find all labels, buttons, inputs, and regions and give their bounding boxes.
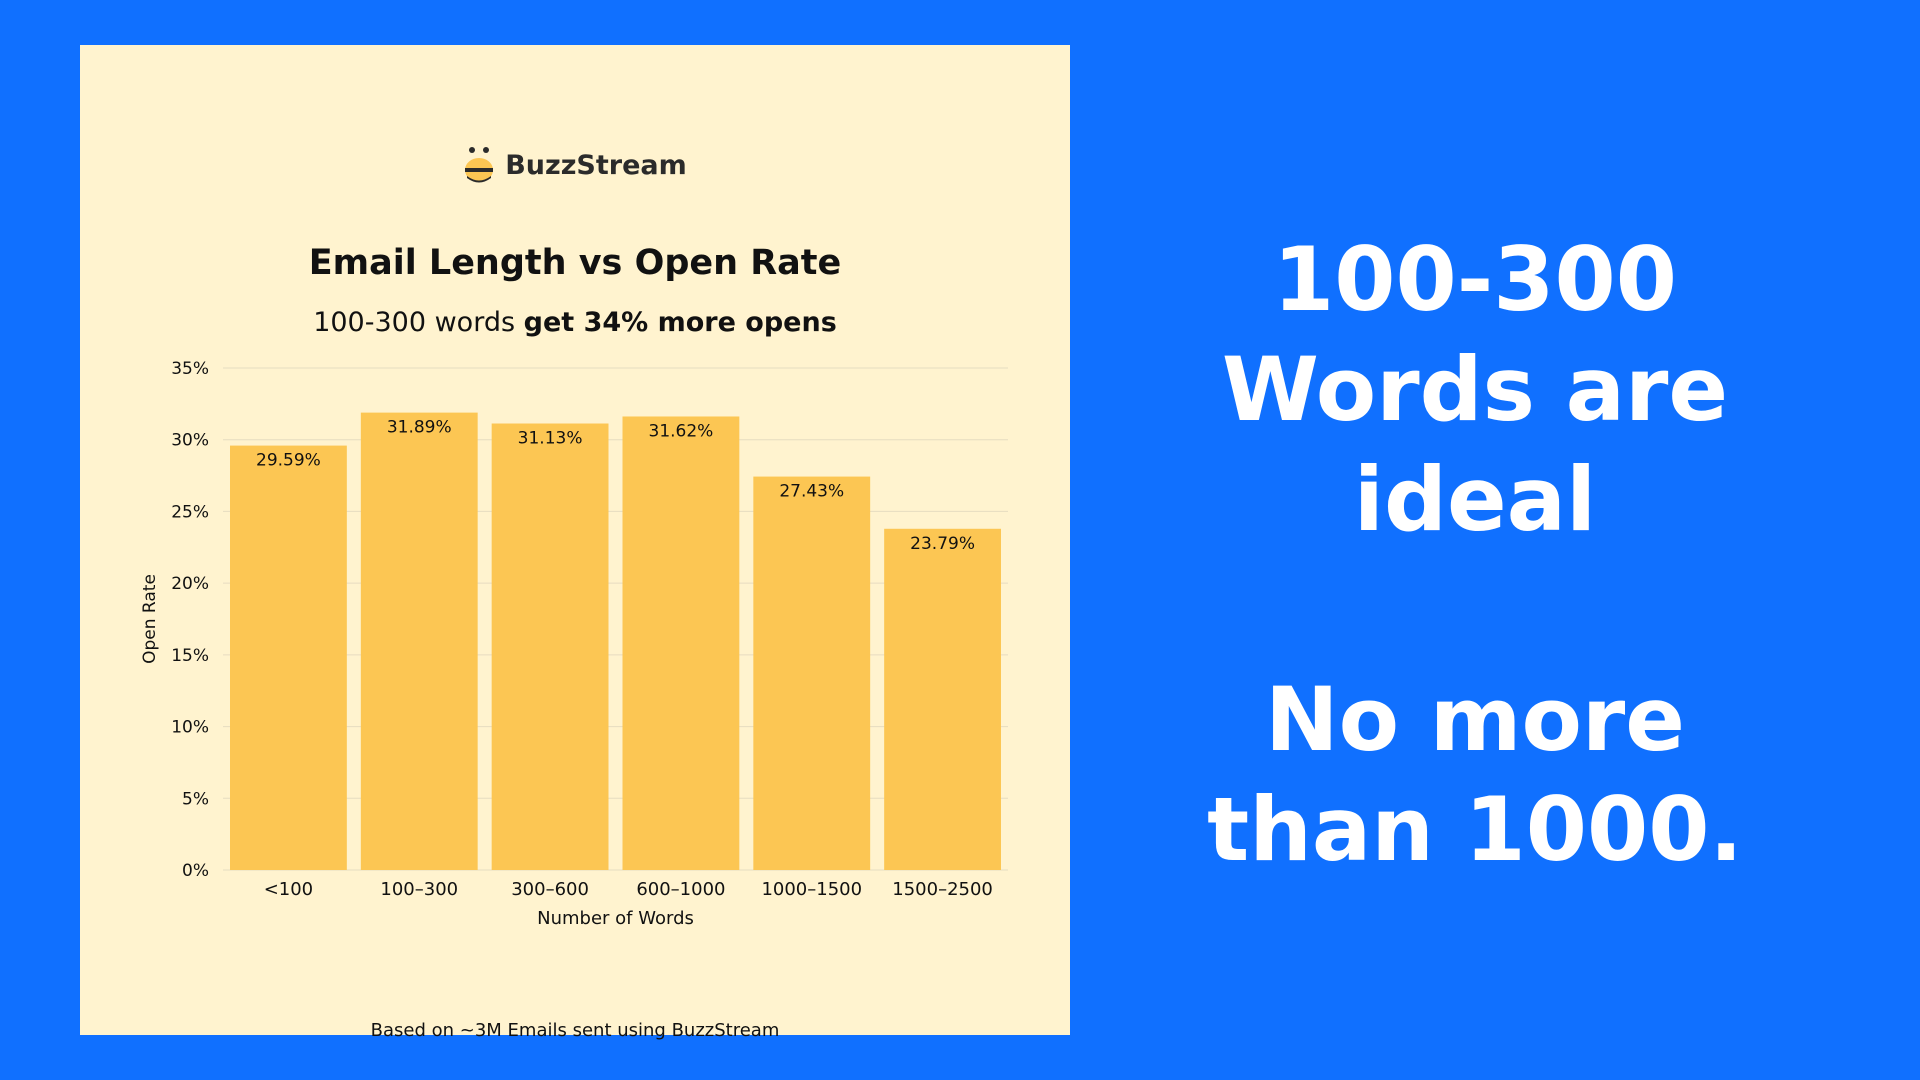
bar (884, 528, 1001, 870)
headline-line-2: Words are (1221, 338, 1729, 441)
x-tick-label: 600–1000 (636, 879, 725, 900)
brand-name: BuzzStream (505, 149, 687, 181)
headline-text: 100-300 Words are ideal No more than 100… (1160, 225, 1790, 885)
bar (491, 423, 609, 870)
y-tick-label: 35% (171, 359, 209, 379)
bar (753, 476, 871, 870)
y-tick-label: 0% (182, 861, 209, 881)
bar-data-label: 31.13% (518, 429, 583, 449)
x-tick-label: <100 (264, 879, 313, 900)
headline-line-3: ideal (1353, 448, 1597, 551)
y-tick-label: 30% (171, 431, 209, 451)
x-axis-label: Number of Words (537, 908, 694, 929)
x-tick-label: 100–300 (380, 879, 458, 900)
y-axis-label: Open Rate (140, 574, 160, 664)
bar-data-label: 31.89% (387, 418, 452, 438)
headline-line-1: 100-300 (1273, 228, 1677, 331)
y-tick-label: 20% (171, 574, 209, 594)
y-tick-label: 25% (171, 502, 209, 522)
bar (230, 445, 347, 870)
brand-logo: BuzzStream (80, 145, 1070, 185)
y-tick-label: 10% (171, 718, 209, 738)
chart-card: BuzzStream Email Length vs Open Rate 100… (80, 45, 1070, 1041)
x-tick-label: 1500–2500 (892, 879, 993, 900)
bee-logo-icon (465, 147, 494, 183)
x-tick-label: 1000–1500 (761, 879, 862, 900)
bar-data-label: 29.59% (256, 451, 321, 471)
headline-line-5: than 1000. (1207, 778, 1743, 881)
y-tick-label: 15% (171, 646, 209, 666)
bar-chart: 0% 5% 10% 15% 20% 25% 30% 35% 29.59% <100 31.89% 10… (140, 359, 1008, 929)
subtitle-plain: 100-300 words (313, 307, 516, 338)
headline-line-4: No more (1265, 668, 1685, 771)
y-tick-label: 5% (182, 789, 209, 809)
subtitle-bold: get 34% more opens (523, 307, 837, 338)
x-tick-label: 300–600 (511, 879, 589, 900)
bar-data-label: 31.62% (649, 421, 714, 441)
chart-title: Email Length vs Open Rate (308, 243, 842, 283)
bar-data-label: 23.79% (910, 534, 975, 554)
bar (360, 412, 478, 870)
chart-subtitle: 100-300 words get 34% more opens (80, 307, 1070, 338)
bar-data-label: 27.43% (779, 482, 844, 502)
bar (622, 416, 740, 870)
footnote: Based on ~3M Emails sent using BuzzStrea… (370, 1020, 780, 1041)
